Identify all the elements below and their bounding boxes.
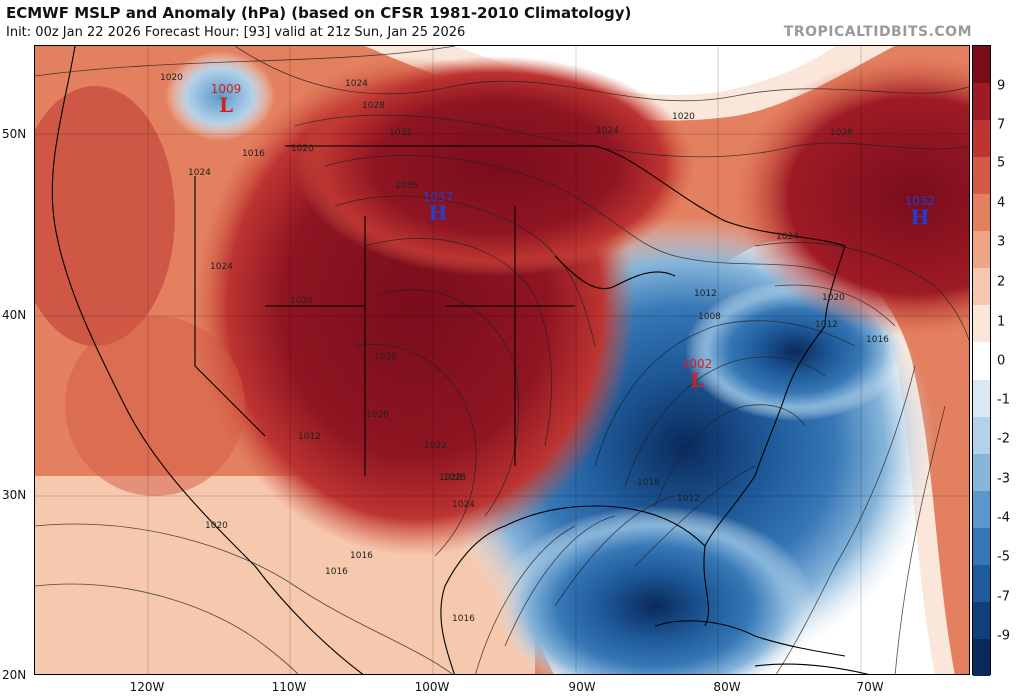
isobar-label: 1020 (822, 293, 845, 303)
map-subtitle: Init: 00z Jan 22 2026 Forecast Hour: [93… (6, 25, 466, 40)
colorbar-segment (973, 194, 990, 232)
colorbar-segment (973, 379, 990, 418)
colorbar-segment (973, 564, 990, 603)
colorbar-label: 5 (997, 155, 1006, 171)
lon-label-70w: 70W (856, 680, 884, 694)
isobar-label: 1024 (596, 126, 619, 136)
colorbar-segment (973, 268, 990, 306)
system-symbol: L (218, 93, 234, 117)
lon-label-90w: 90W (568, 680, 596, 694)
lat-label-30n: 30N (2, 488, 27, 502)
colorbar-label: -1 (997, 392, 1010, 408)
system-symbol: H (910, 205, 930, 229)
colorbar-label: 1 (997, 314, 1006, 330)
isobar-label: 1012 (694, 289, 717, 299)
colorbar-label: -7 (997, 589, 1010, 605)
colorbar-segment (973, 83, 990, 121)
colorbar-segment (973, 601, 990, 640)
colorbar-segment (973, 46, 990, 84)
colorbar-label: -9 (997, 628, 1010, 644)
isobar-label: 1024 (776, 232, 799, 242)
coastlines (51, 46, 870, 674)
lat-label-20n: 20N (2, 668, 27, 682)
isobar-label: 1016 (242, 149, 265, 159)
colorbar-segment (973, 490, 990, 529)
isobar-label: 1020 (672, 112, 695, 122)
isobar-label: 1024 (452, 500, 475, 510)
graticule (35, 46, 969, 674)
isobar-label: 1012 (815, 320, 838, 330)
lon-label-120w: 120W (129, 680, 165, 694)
isobar-label: 1020 (374, 352, 397, 362)
colorbar-label: 9 (997, 78, 1006, 94)
colorbar-label: -4 (997, 510, 1010, 526)
colorbar-label: 0 (997, 353, 1006, 369)
colorbar-segment (973, 157, 990, 195)
colorbar-label: -2 (997, 431, 1010, 447)
colorbar-segment (973, 453, 990, 492)
anomaly-colorbar (972, 45, 991, 677)
system-value: 1037 (422, 190, 454, 204)
credit-watermark: TROPICALTIDBITS.COM (783, 24, 972, 40)
isobar-label: 1020 (160, 73, 183, 83)
colorbar-segment (973, 120, 990, 158)
system-value: 1002 (681, 357, 713, 371)
colorbar-segment (973, 527, 990, 566)
isobar-label: 1020 (205, 521, 228, 531)
mslp-anomaly-map (34, 45, 970, 675)
colorbar-segment (973, 305, 990, 343)
high-pressure-marker: 1037 H (418, 190, 458, 225)
system-symbol: H (428, 201, 448, 225)
isobar-label: 1012 (677, 494, 700, 504)
isobar-label: 1016 (350, 551, 373, 561)
colorbar-segment (973, 342, 990, 381)
colorbar-segment (973, 231, 990, 269)
isobar-label: 1016 (325, 567, 348, 577)
isobar-label: 1016 (866, 335, 889, 345)
isobar-label: 1036 (395, 181, 418, 191)
map-canvas (35, 46, 969, 674)
colorbar-segment (973, 416, 990, 455)
colorbar-label: -3 (997, 471, 1010, 487)
isobars (35, 46, 969, 674)
isobar-label: 1020 (290, 296, 313, 306)
colorbar-label: -5 (997, 549, 1010, 565)
lat-label-50n: 50N (2, 127, 27, 141)
low-pressure-marker: 1002 L (677, 357, 717, 392)
isobar-label: 1020 (366, 410, 389, 420)
isobar-label: 1016 (452, 614, 475, 624)
isobar-label: 1024 (210, 262, 233, 272)
isobar-label: 1032 (389, 128, 412, 138)
lon-label-110w: 110W (271, 680, 307, 694)
colorbar-segment (973, 638, 990, 677)
isobar-label: 1024 (345, 79, 368, 89)
isobar-label: 1020 (291, 144, 314, 154)
lat-label-40n: 40N (2, 308, 27, 322)
isobar-label: 1012 (298, 432, 321, 442)
isobar-label: 1008 (698, 312, 721, 322)
colorbar-label: 7 (997, 117, 1006, 133)
high-pressure-marker: 1032 H (900, 194, 940, 229)
isobar-label: 1028 (439, 473, 462, 483)
colorbar-label: 2 (997, 274, 1006, 290)
isobar-label: 1028 (362, 101, 385, 111)
isobar-label: 1028 (443, 473, 466, 483)
lon-label-100w: 100W (414, 680, 450, 694)
system-value: 1009 (210, 82, 242, 96)
northwest-low-fill (165, 51, 275, 141)
low-pressure-marker: 1009 L (206, 82, 246, 117)
isobar-label: 1028 (830, 128, 853, 138)
isobar-label: 1032 (424, 441, 447, 451)
colorbar-label: 3 (997, 234, 1006, 250)
system-value: 1032 (904, 194, 936, 208)
isobar-label: 1024 (188, 168, 211, 178)
isobar-label: 1016 (637, 478, 660, 488)
system-symbol: L (689, 368, 705, 392)
map-title: ECMWF MSLP and Anomaly (hPa) (based on C… (6, 4, 632, 22)
colorbar-label: 4 (997, 195, 1006, 211)
lon-label-80w: 80W (713, 680, 741, 694)
